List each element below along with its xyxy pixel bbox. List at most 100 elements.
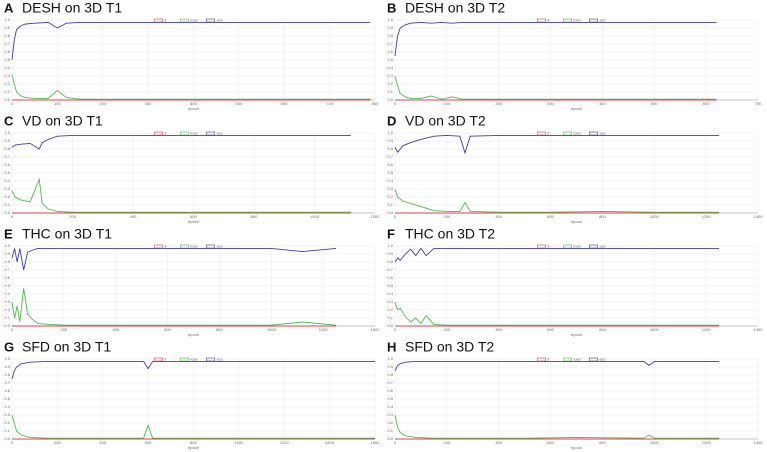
series-line: [11, 360, 375, 380]
x-tick-label: 800: [190, 440, 197, 445]
y-tick-label: 0.3: [387, 186, 393, 191]
x-tick-label: 400: [495, 214, 502, 219]
y-tick-label: 0.4: [4, 291, 10, 296]
x-tick-label: 400: [599, 101, 606, 106]
y-tick-label: 0.1: [387, 89, 393, 94]
x-tick-label: 1400: [371, 327, 381, 332]
y-tick-label: 0.5: [4, 283, 10, 288]
series-line: [11, 247, 337, 271]
legend-label: acc: [600, 244, 606, 249]
series-line: [11, 177, 351, 213]
y-tick-label: 0.9: [387, 251, 393, 256]
y-tick-label: 0.2: [4, 420, 10, 425]
y-tick-label: 0.3: [387, 412, 393, 417]
legend-label: loss: [191, 18, 198, 23]
y-tick-label: 0.2: [4, 307, 10, 312]
x-tick-label: 300: [547, 101, 554, 106]
legend-swatch: [537, 131, 546, 136]
y-tick-label: 0.8: [4, 33, 10, 38]
y-tick-label: 0.3: [4, 186, 10, 191]
legend-label: lr: [548, 357, 551, 362]
x-tick-label: 300: [145, 101, 152, 106]
y-tick-label: 0.8: [387, 33, 393, 38]
y-tick-label: 0.3: [4, 299, 10, 304]
legend-swatch: [180, 357, 189, 362]
series-line: [11, 288, 337, 326]
x-tick-label: 200: [444, 327, 451, 332]
legend-swatch: [563, 357, 572, 362]
y-tick-label: 0.2: [387, 81, 393, 86]
series-line: [11, 134, 351, 150]
y-tick-label: 0.8: [4, 259, 10, 264]
y-tick-label: 0.8: [387, 259, 393, 264]
y-tick-label: 0.4: [387, 178, 393, 183]
legend-swatch: [180, 131, 189, 136]
y-tick-label: 0.7: [387, 154, 393, 159]
legend-label: lr: [548, 18, 551, 23]
y-tick-label: 0.9: [4, 138, 10, 143]
legend-label: lr: [165, 244, 168, 249]
y-tick-label: 0.1: [387, 202, 393, 207]
y-tick-label: 0.7: [4, 41, 10, 46]
y-tick-label: 0.1: [4, 202, 10, 207]
x-axis-label: epoch: [188, 106, 199, 111]
legend-swatch: [537, 357, 546, 362]
x-axis-label: epoch: [188, 445, 199, 450]
y-tick-label: 0.9: [4, 364, 10, 369]
legend-label: loss: [191, 131, 198, 136]
y-tick-label: 1.0: [4, 130, 10, 135]
x-tick-label: 500: [651, 101, 658, 106]
x-tick-label: 0: [11, 101, 14, 106]
x-axis-label: epoch: [571, 445, 582, 450]
y-tick-label: 0.9: [387, 364, 393, 369]
legend-swatch: [537, 244, 546, 249]
panel-title: VD on 3D T2: [405, 113, 486, 129]
y-tick-label: 0.6: [387, 49, 393, 54]
legend-label: lr: [548, 131, 551, 136]
y-tick-label: 0.6: [4, 162, 10, 167]
legend-label: loss: [574, 357, 581, 362]
legend-swatch: [154, 357, 163, 362]
legend-swatch: [589, 244, 598, 249]
panel-title: VD on 3D T1: [22, 113, 103, 129]
y-tick-label: 0.5: [4, 57, 10, 62]
x-tick-label: 600: [281, 101, 288, 106]
x-tick-label: 1000: [650, 327, 660, 332]
panel-title: DESH on 3D T2: [405, 0, 505, 16]
x-tick-label: 100: [444, 101, 451, 106]
x-tick-label: 1200: [371, 214, 381, 219]
y-tick-label: 0.0: [387, 210, 393, 215]
panel-label: B: [387, 0, 396, 15]
y-tick-label: 0.5: [4, 170, 10, 175]
y-tick-label: 0.7: [387, 380, 393, 385]
x-tick-label: 0: [11, 440, 14, 445]
panel: A DESH on 3D T1 0.0 0.1 0.2 0.3 0.4 0.5 0.6 0.7 0.…: [4, 0, 379, 111]
panel: E THC on 3D T1 0.0 0.1 0.2 0.3 0.4 0.5 0.6 0.7 0.8…: [4, 226, 380, 337]
x-tick-label: 600: [547, 440, 554, 445]
panel-title: DESH on 3D T1: [22, 0, 122, 16]
x-tick-label: 200: [54, 440, 61, 445]
x-tick-label: 1200: [702, 327, 712, 332]
x-tick-label: 400: [495, 440, 502, 445]
y-tick-label: 0.0: [4, 436, 10, 441]
y-tick-label: 0.2: [4, 81, 10, 86]
x-tick-label: 1600: [371, 440, 381, 445]
panel: H SFD on 3D T2 0.0 0.1 0.2 0.3 0.4 0.5 0.6 0.7 0.8…: [387, 339, 763, 450]
x-tick-label: 1000: [234, 440, 244, 445]
x-tick-label: 0: [394, 214, 397, 219]
y-tick-label: 0.6: [4, 49, 10, 54]
y-tick-label: 0.1: [4, 89, 10, 94]
y-tick-label: 0.6: [387, 162, 393, 167]
x-tick-label: 800: [251, 214, 258, 219]
legend-label: loss: [191, 244, 198, 249]
y-tick-label: 0.1: [387, 315, 393, 320]
x-tick-label: 400: [495, 327, 502, 332]
x-tick-label: 400: [99, 440, 106, 445]
x-tick-label: 400: [190, 101, 197, 106]
y-tick-label: 0.6: [4, 388, 10, 393]
legend-label: lr: [165, 357, 168, 362]
legend-label: acc: [217, 131, 223, 136]
x-tick-label: 600: [547, 327, 554, 332]
y-tick-label: 0.5: [387, 57, 393, 62]
